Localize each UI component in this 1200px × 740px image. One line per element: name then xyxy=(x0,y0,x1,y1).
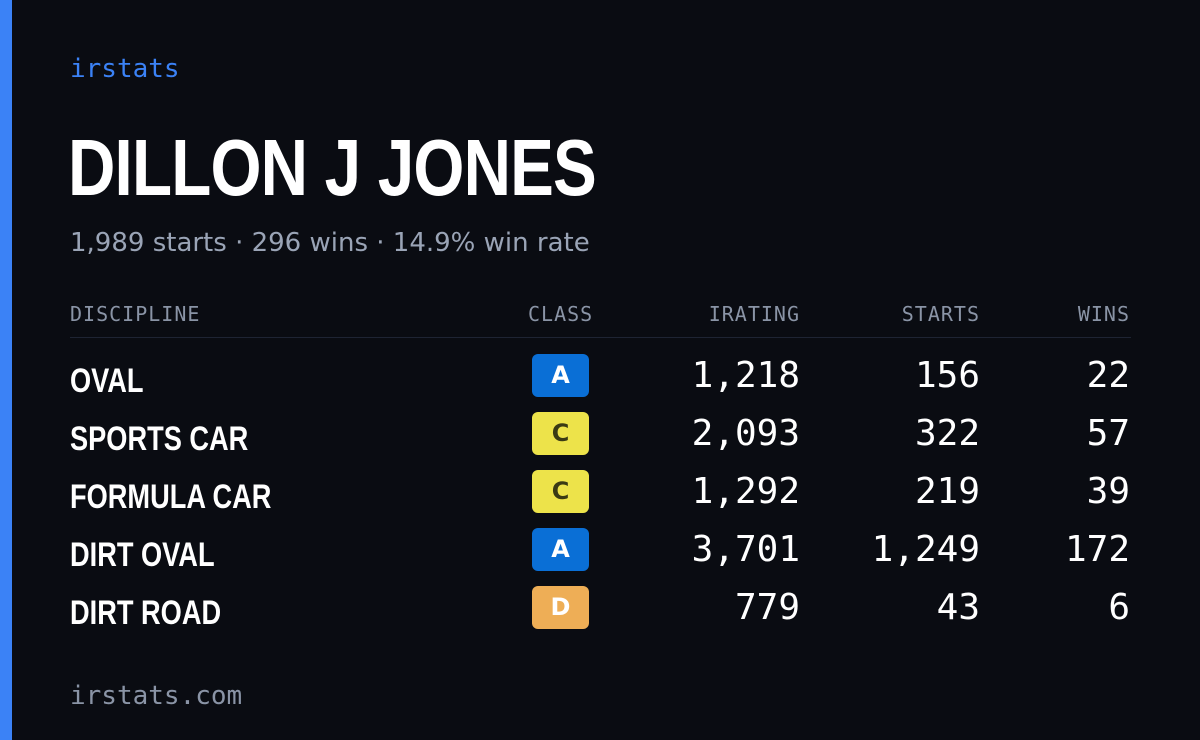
discipline-stats-table: DISCIPLINE CLASS IRATING STARTS WINS OVA… xyxy=(70,300,1131,644)
header-wins: WINS xyxy=(1077,302,1130,326)
irating-value: 1,218 xyxy=(691,355,800,396)
header-discipline: DISCIPLINE xyxy=(70,302,201,326)
starts-value: 219 xyxy=(914,471,980,512)
brand-logo-text[interactable]: irstats xyxy=(70,54,180,84)
irating-value: 1,292 xyxy=(691,471,800,512)
wins-value: 22 xyxy=(1086,355,1130,396)
irating-value: 779 xyxy=(734,587,800,628)
table-row: SPORTS CAR C 2,093 322 57 xyxy=(70,412,1131,470)
discipline-name: FORMULA CAR xyxy=(70,478,272,516)
driver-summary: 1,989 starts · 296 wins · 14.9% win rate xyxy=(70,228,590,258)
table-row: OVAL A 1,218 156 22 xyxy=(70,354,1131,412)
table-header-row: DISCIPLINE CLASS IRATING STARTS WINS xyxy=(70,300,1131,338)
discipline-name: OVAL xyxy=(70,362,144,400)
class-badge: A xyxy=(532,354,589,397)
header-irating: IRATING xyxy=(708,302,800,326)
table-row: DIRT ROAD D 779 43 6 xyxy=(70,586,1131,644)
accent-bar xyxy=(0,0,12,740)
starts-value: 1,249 xyxy=(871,529,980,570)
class-badge: A xyxy=(532,528,589,571)
starts-value: 43 xyxy=(936,587,980,628)
header-class: CLASS xyxy=(528,302,594,326)
discipline-name: DIRT OVAL xyxy=(70,536,215,574)
wins-value: 172 xyxy=(1064,529,1130,570)
class-badge: D xyxy=(532,586,589,629)
starts-value: 322 xyxy=(914,413,980,454)
wins-value: 39 xyxy=(1086,471,1130,512)
starts-value: 156 xyxy=(914,355,980,396)
table-row: DIRT OVAL A 3,701 1,249 172 xyxy=(70,528,1131,586)
class-badge: C xyxy=(532,470,589,513)
irating-value: 2,093 xyxy=(691,413,800,454)
discipline-name: SPORTS CAR xyxy=(70,420,249,458)
header-starts: STARTS xyxy=(901,302,980,326)
driver-name: DILLON J JONES xyxy=(68,123,597,212)
footer-url[interactable]: irstats.com xyxy=(70,681,243,711)
table-row: FORMULA CAR C 1,292 219 39 xyxy=(70,470,1131,528)
table-body: OVAL A 1,218 156 22 SPORTS CAR C 2,093 3… xyxy=(70,354,1131,644)
wins-value: 57 xyxy=(1086,413,1130,454)
wins-value: 6 xyxy=(1108,587,1130,628)
discipline-name: DIRT ROAD xyxy=(70,594,222,632)
class-badge: C xyxy=(532,412,589,455)
irating-value: 3,701 xyxy=(691,529,800,570)
